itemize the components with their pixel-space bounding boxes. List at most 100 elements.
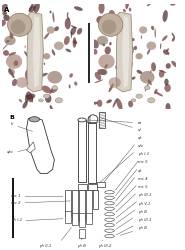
Ellipse shape bbox=[150, 70, 152, 73]
Ellipse shape bbox=[148, 98, 155, 103]
Text: ph V-1: ph V-1 bbox=[116, 202, 150, 224]
Text: ph B: ph B bbox=[77, 244, 86, 248]
Ellipse shape bbox=[29, 6, 36, 12]
Ellipse shape bbox=[73, 40, 77, 44]
Ellipse shape bbox=[47, 26, 55, 34]
Ellipse shape bbox=[144, 86, 150, 90]
Ellipse shape bbox=[4, 36, 16, 45]
Ellipse shape bbox=[105, 218, 114, 221]
Ellipse shape bbox=[0, 4, 8, 12]
Ellipse shape bbox=[105, 202, 114, 205]
Ellipse shape bbox=[40, 73, 48, 77]
Ellipse shape bbox=[105, 229, 114, 232]
Text: ph III-1: ph III-1 bbox=[116, 218, 151, 235]
Ellipse shape bbox=[52, 12, 54, 22]
Ellipse shape bbox=[16, 32, 19, 34]
Bar bbox=[99, 112, 105, 128]
Ellipse shape bbox=[92, 102, 98, 105]
Ellipse shape bbox=[19, 99, 22, 102]
Ellipse shape bbox=[47, 71, 62, 84]
Ellipse shape bbox=[105, 64, 108, 68]
Ellipse shape bbox=[109, 84, 114, 92]
Ellipse shape bbox=[125, 0, 129, 9]
Ellipse shape bbox=[105, 196, 114, 200]
Ellipse shape bbox=[6, 54, 22, 69]
Ellipse shape bbox=[67, 12, 68, 17]
Ellipse shape bbox=[8, 13, 32, 36]
Ellipse shape bbox=[92, 49, 97, 55]
Ellipse shape bbox=[163, 50, 169, 55]
Ellipse shape bbox=[164, 84, 171, 92]
Ellipse shape bbox=[139, 26, 147, 34]
Ellipse shape bbox=[69, 73, 73, 78]
Text: ph B: ph B bbox=[120, 226, 147, 235]
Ellipse shape bbox=[98, 13, 123, 36]
Bar bbox=[72, 213, 78, 226]
Ellipse shape bbox=[105, 46, 111, 54]
Ellipse shape bbox=[25, 70, 29, 80]
Ellipse shape bbox=[131, 46, 134, 54]
Ellipse shape bbox=[74, 82, 77, 86]
Ellipse shape bbox=[171, 33, 175, 38]
Text: mc 2: mc 2 bbox=[11, 200, 21, 204]
Ellipse shape bbox=[65, 18, 71, 29]
Ellipse shape bbox=[71, 25, 77, 28]
Ellipse shape bbox=[91, 40, 99, 48]
Ellipse shape bbox=[42, 86, 51, 93]
Ellipse shape bbox=[6, 40, 10, 42]
Ellipse shape bbox=[33, 2, 40, 13]
Ellipse shape bbox=[131, 99, 136, 102]
Ellipse shape bbox=[151, 62, 156, 72]
Ellipse shape bbox=[25, 46, 26, 48]
Ellipse shape bbox=[44, 63, 45, 65]
Ellipse shape bbox=[26, 91, 33, 102]
Ellipse shape bbox=[97, 100, 102, 107]
Text: A: A bbox=[4, 7, 9, 13]
Ellipse shape bbox=[29, 39, 35, 47]
Ellipse shape bbox=[64, 36, 70, 45]
Ellipse shape bbox=[67, 16, 70, 20]
Ellipse shape bbox=[2, 11, 7, 16]
Ellipse shape bbox=[102, 20, 116, 34]
Ellipse shape bbox=[98, 54, 115, 69]
Ellipse shape bbox=[145, 83, 149, 92]
Ellipse shape bbox=[105, 191, 114, 194]
Ellipse shape bbox=[37, 24, 41, 29]
Ellipse shape bbox=[151, 26, 154, 30]
Ellipse shape bbox=[136, 94, 142, 98]
Ellipse shape bbox=[50, 10, 52, 14]
Text: dc: dc bbox=[116, 169, 142, 201]
Ellipse shape bbox=[132, 38, 135, 41]
Ellipse shape bbox=[51, 88, 58, 93]
Ellipse shape bbox=[12, 79, 17, 86]
Bar bbox=[79, 214, 85, 227]
Ellipse shape bbox=[74, 6, 83, 11]
Ellipse shape bbox=[8, 68, 11, 72]
Text: B: B bbox=[9, 115, 14, 120]
Bar bbox=[79, 229, 85, 238]
Bar bbox=[79, 190, 85, 222]
Ellipse shape bbox=[116, 98, 122, 110]
Ellipse shape bbox=[8, 69, 15, 75]
Ellipse shape bbox=[128, 101, 133, 107]
Polygon shape bbox=[116, 12, 133, 92]
Bar bbox=[78, 120, 86, 182]
Ellipse shape bbox=[8, 52, 16, 56]
Ellipse shape bbox=[120, 54, 126, 59]
Ellipse shape bbox=[137, 70, 142, 74]
Ellipse shape bbox=[99, 1, 105, 14]
Ellipse shape bbox=[27, 94, 35, 100]
Ellipse shape bbox=[97, 36, 108, 45]
Polygon shape bbox=[27, 12, 43, 92]
Ellipse shape bbox=[129, 60, 133, 68]
Ellipse shape bbox=[170, 2, 176, 6]
Ellipse shape bbox=[109, 42, 112, 45]
Ellipse shape bbox=[78, 118, 86, 122]
Text: ph I-1: ph I-1 bbox=[11, 218, 22, 222]
Text: ph III-1: ph III-1 bbox=[116, 193, 151, 218]
Ellipse shape bbox=[105, 212, 114, 216]
Bar bbox=[88, 123, 96, 183]
Ellipse shape bbox=[167, 52, 169, 55]
Ellipse shape bbox=[162, 35, 168, 41]
Ellipse shape bbox=[32, 75, 35, 86]
